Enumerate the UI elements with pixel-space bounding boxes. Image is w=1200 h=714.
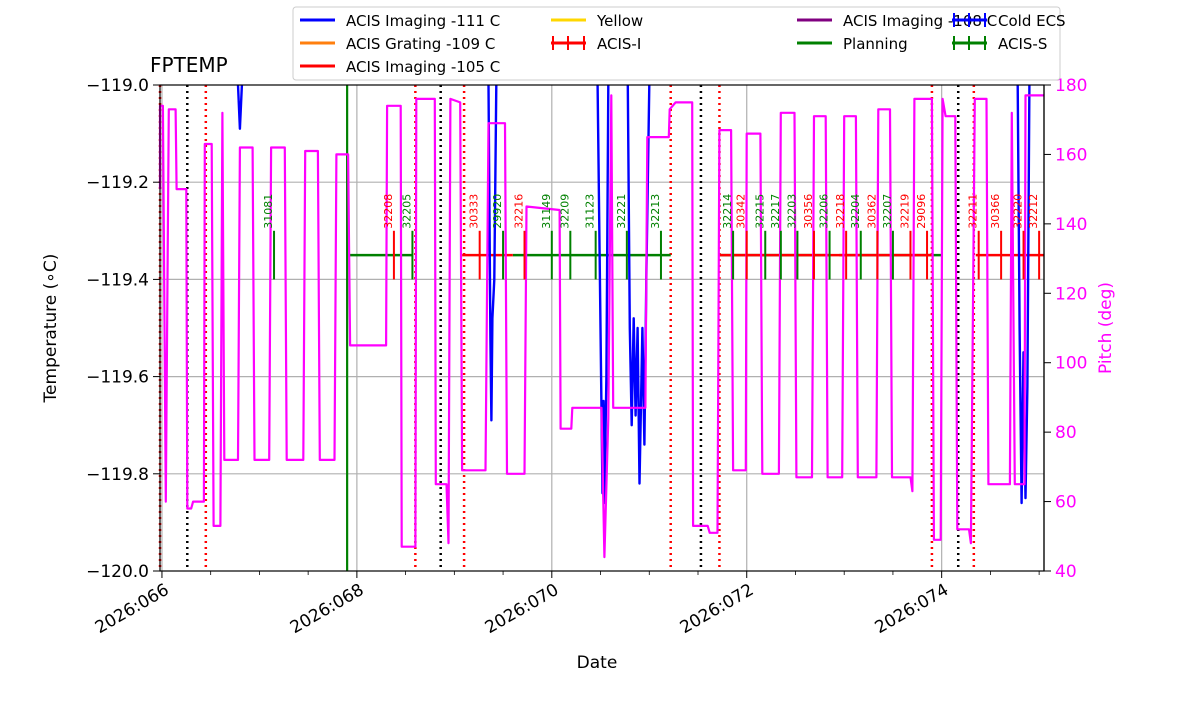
x-tick-label: 2026:070 <box>482 580 563 638</box>
obsid-label: 32211 <box>967 194 980 229</box>
obsid-label: 30356 <box>802 194 815 229</box>
obsid-label: 32215 <box>753 194 766 229</box>
temperature-lines <box>236 84 1031 505</box>
legend-label: ACIS Grating -109 C <box>346 35 495 53</box>
legend-box <box>292 6 1061 81</box>
x-tick-label: 2026:066 <box>92 580 173 638</box>
obsid-labels: 31081 32208 32205 30333 29920 32216 31149 32209… <box>262 194 1041 280</box>
temperature-series-line <box>487 84 498 422</box>
legend-label: ACIS-S <box>998 35 1047 53</box>
y-tick-label: −120.0 <box>86 562 149 582</box>
temperature-series-line <box>236 84 244 130</box>
obsid-label: 32220 <box>1012 194 1025 229</box>
legend-label: Planning <box>843 35 908 53</box>
y-axis-label: Temperature (∘C) <box>41 254 61 404</box>
legend: ACIS Imaging -111 C ACIS Grating -109 C Ye… <box>292 6 1066 81</box>
chart-title: FPTEMP <box>150 53 228 77</box>
obsid-label: 30362 <box>865 194 878 229</box>
obsid-label: 31081 <box>262 194 275 229</box>
obsid-label: 32205 <box>400 194 413 229</box>
obsid-label: 32212 <box>1027 194 1040 229</box>
plot-frame <box>159 84 1045 572</box>
x-axis-label: Date <box>577 653 618 673</box>
obsid-label: 31149 <box>540 194 553 229</box>
y2-axis-label: Pitch (deg) <box>1096 282 1116 374</box>
obsid-label: 32203 <box>785 194 798 229</box>
temperature-series-line <box>596 84 610 505</box>
obsid-label: 32204 <box>849 194 862 229</box>
y2-tick-label: 80 <box>1055 423 1077 443</box>
y2-tick-label: 120 <box>1055 284 1087 304</box>
temperature-series-line <box>1016 84 1031 505</box>
pitch-line <box>158 94 1044 559</box>
vertical-markers <box>158 85 976 571</box>
grid <box>160 85 1044 571</box>
obsid-label: 30333 <box>468 194 481 229</box>
x-tick-label: 2026:074 <box>872 580 953 638</box>
obsid-label: 32214 <box>721 194 734 229</box>
y-tick-label: −119.2 <box>86 173 149 193</box>
obsid-label: 29920 <box>491 194 504 229</box>
y2-tick-label: 140 <box>1055 215 1087 235</box>
legend-label: ACIS Imaging -108 C <box>843 12 997 30</box>
y2-tick-label: 100 <box>1055 354 1087 374</box>
obsid-label: 32218 <box>834 194 847 229</box>
y2-tick-label: 60 <box>1055 493 1077 513</box>
y2-tick-label: 180 <box>1055 76 1087 96</box>
y-tick-label: −119.0 <box>86 76 149 96</box>
obsid-label: 32206 <box>818 194 831 229</box>
y2-tick-label: 160 <box>1055 145 1087 165</box>
obsid-label: 30366 <box>989 194 1002 229</box>
legend-label: ACIS Imaging -105 C <box>346 58 500 76</box>
y-tick-label: −119.8 <box>86 465 149 485</box>
obsid-label: 32208 <box>382 194 395 229</box>
legend-label: Cold ECS <box>998 12 1066 30</box>
obsid-label: 32216 <box>513 194 526 229</box>
obsid-label: 31123 <box>584 194 597 229</box>
obsid-label: 32209 <box>558 194 571 229</box>
y-tick-label: −119.6 <box>86 368 149 388</box>
axes: 2026:066 2026:068 2026:070 2026:072 2026:074… <box>86 76 1087 638</box>
obsid-label: 32217 <box>769 194 782 229</box>
obsid-label: 32219 <box>898 194 911 229</box>
obsid-label: 32221 <box>615 194 628 229</box>
pitch-series-line <box>158 94 1044 559</box>
legend-label: ACIS-I <box>597 35 641 53</box>
obsid-label: 32213 <box>649 194 662 229</box>
obsid-label: 29096 <box>915 194 928 229</box>
legend-label: Yellow <box>596 12 643 30</box>
y2-tick-label: 40 <box>1055 562 1077 582</box>
x-tick-label: 2026:068 <box>287 580 368 638</box>
obsid-label: 30342 <box>735 194 748 229</box>
legend-label: ACIS Imaging -111 C <box>346 12 500 30</box>
x-tick-label: 2026:072 <box>677 580 758 638</box>
obsid-label: 32207 <box>881 194 894 229</box>
y-tick-label: −119.4 <box>86 270 149 290</box>
